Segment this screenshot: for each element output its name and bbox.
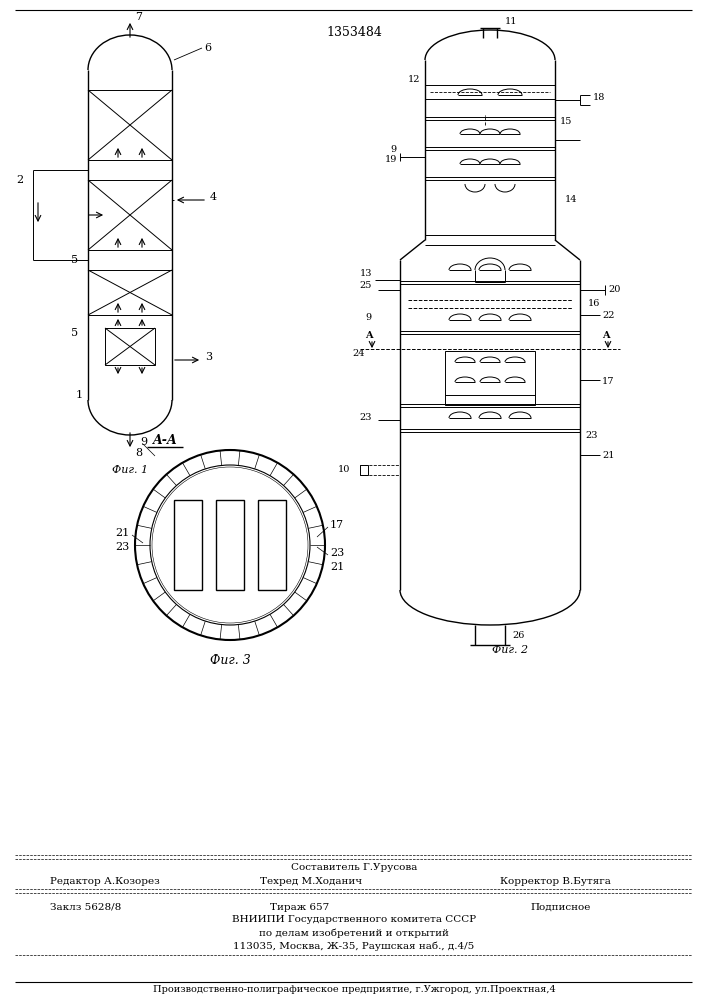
Text: A: A [602, 330, 609, 340]
Bar [216, 500, 244, 590]
Bar [445, 351, 535, 405]
Text: 23: 23 [359, 414, 372, 422]
Text: Заклз 5628/8: Заклз 5628/8 [50, 902, 121, 912]
Text: 21: 21 [330, 562, 344, 572]
Text: 21: 21 [602, 450, 614, 460]
Bar [360, 465, 368, 475]
Text: Техред М.Ходанич: Техред М.Ходанич [260, 876, 362, 886]
Text: 20: 20 [608, 286, 620, 294]
Text: A-A: A-A [153, 434, 177, 446]
Text: 12: 12 [407, 76, 420, 85]
Text: 4: 4 [210, 192, 217, 202]
Text: Фиг. 1: Фиг. 1 [112, 465, 148, 475]
Text: 9: 9 [391, 145, 397, 154]
Text: 9: 9 [140, 437, 147, 447]
Text: 1353484: 1353484 [326, 25, 382, 38]
Text: 16: 16 [588, 300, 600, 308]
Text: 19: 19 [385, 155, 397, 164]
Text: Корректор В.Бутяга: Корректор В.Бутяга [500, 876, 611, 886]
Text: 5: 5 [71, 255, 78, 265]
Bar [174, 500, 202, 590]
Text: Редактор А.Козорез: Редактор А.Козорез [50, 876, 160, 886]
Text: 21: 21 [116, 528, 130, 538]
Text: 2: 2 [16, 175, 23, 185]
Bar [258, 500, 286, 590]
Text: 10: 10 [338, 466, 350, 475]
Text: 7: 7 [135, 12, 142, 22]
Text: 113035, Москва, Ж-35, Раушская наб., д.4/5: 113035, Москва, Ж-35, Раушская наб., д.4… [233, 941, 474, 951]
Text: 22: 22 [602, 310, 614, 320]
Text: 23: 23 [116, 542, 130, 552]
Text: ВНИИПИ Государственного комитета СССР: ВНИИПИ Государственного комитета СССР [232, 916, 476, 924]
Text: 11: 11 [505, 17, 518, 26]
Text: 8: 8 [135, 448, 142, 458]
Text: 3: 3 [205, 352, 212, 362]
Text: 23: 23 [585, 430, 597, 440]
Text: 23: 23 [330, 548, 344, 558]
Text: 25: 25 [360, 280, 372, 290]
Text: Производственно-полиграфическое предприятие, г.Ужгород, ул.Проектная,4: Производственно-полиграфическое предприя… [153, 986, 556, 994]
Text: Фиг. 3: Фиг. 3 [209, 654, 250, 666]
Text: 17: 17 [602, 377, 614, 386]
Text: A: A [365, 330, 373, 340]
Text: 13: 13 [359, 269, 372, 278]
Text: 17: 17 [330, 520, 344, 530]
Text: 5: 5 [71, 328, 78, 338]
Text: 26: 26 [512, 631, 525, 640]
Text: Составитель Г.Урусова: Составитель Г.Урусова [291, 862, 417, 871]
Text: по делам изобретений и открытий: по делам изобретений и открытий [259, 928, 449, 938]
Text: 14: 14 [565, 196, 578, 205]
Text: 18: 18 [593, 93, 605, 102]
Text: Подписное: Подписное [530, 902, 590, 912]
Bar [105, 328, 155, 365]
Text: Тираж 657: Тираж 657 [270, 902, 329, 912]
Text: 24: 24 [353, 350, 365, 359]
Text: Фиг. 2: Фиг. 2 [492, 645, 528, 655]
Text: 6: 6 [204, 43, 211, 53]
Text: 15: 15 [560, 117, 573, 126]
Text: 1: 1 [76, 390, 83, 400]
Text: 9: 9 [366, 312, 372, 322]
